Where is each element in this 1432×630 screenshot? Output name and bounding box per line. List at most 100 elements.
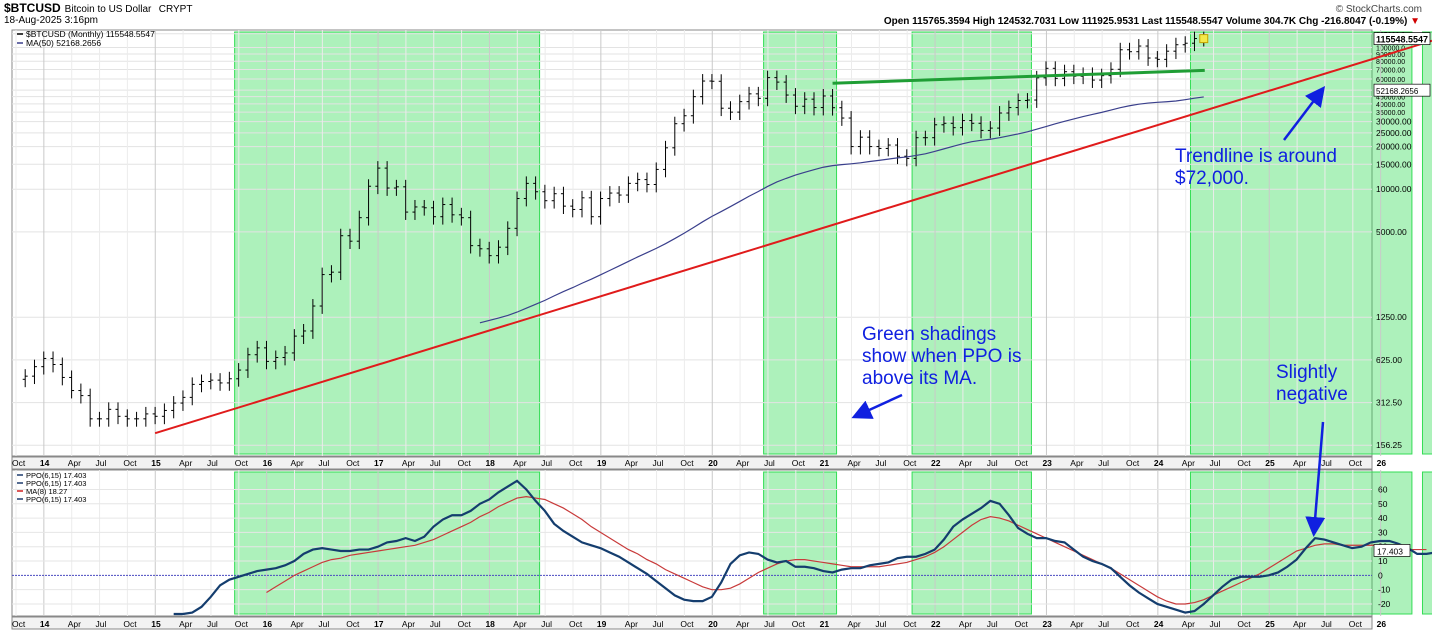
- annotation-text: above its MA.: [862, 368, 977, 389]
- x-tick-label: Jul: [1098, 619, 1109, 629]
- x-tick-label: 21: [820, 458, 830, 468]
- annotation-text: show when PPO is: [862, 346, 1021, 367]
- x-tick-label: Jul: [764, 458, 775, 468]
- x-tick-label: Oct: [680, 458, 694, 468]
- x-tick-label: Apr: [402, 619, 415, 629]
- x-tick-label: 25: [1265, 458, 1275, 468]
- price-y-tick-label: 100000.0: [1376, 46, 1405, 53]
- x-tick-label: 18: [485, 458, 495, 468]
- x-tick-label: Oct: [792, 458, 806, 468]
- shade-region-price: [234, 31, 541, 455]
- annotation-text: Green shadings: [862, 324, 996, 345]
- exchange-label: CRYPT: [158, 4, 193, 15]
- ppo-legend-entry: PPO(6,15) 17.403: [26, 495, 86, 504]
- annotation-text: Trendline is around: [1175, 146, 1337, 167]
- x-tick-label: Jul: [987, 619, 998, 629]
- x-tick-label: 26: [1377, 619, 1387, 629]
- x-tick-label: Jul: [96, 458, 107, 468]
- x-tick-label: 16: [263, 458, 273, 468]
- price-y-tick-label: 80000.00: [1376, 59, 1405, 66]
- chart-date: 18-Aug-2025 3:16pm: [4, 15, 98, 26]
- x-tick-label: 24: [1154, 619, 1164, 629]
- ppo-y-tick-label: 10: [1378, 556, 1388, 566]
- x-tick-label: 20: [708, 619, 718, 629]
- x-tick-label: Oct: [235, 458, 249, 468]
- x-tick-label: 21: [820, 619, 830, 629]
- x-tick-label: Apr: [1293, 619, 1306, 629]
- shade-region-price: [1421, 31, 1432, 455]
- x-tick-label: Apr: [179, 458, 192, 468]
- x-tick-label: Jul: [430, 619, 441, 629]
- ppo-legend-entry: PPO(6,15) 17.403: [26, 479, 86, 488]
- x-tick-label: Apr: [513, 619, 526, 629]
- x-tick-label: Jul: [1321, 458, 1332, 468]
- x-tick-label: Jul: [541, 619, 552, 629]
- x-tick-label: Jul: [430, 458, 441, 468]
- last-price-tag: 115548.5547: [1376, 35, 1428, 45]
- x-tick-label: Apr: [291, 458, 304, 468]
- x-tick-label: Oct: [346, 619, 360, 629]
- x-tick-label: Oct: [346, 458, 360, 468]
- x-tick-label: Apr: [736, 458, 749, 468]
- x-tick-label: Oct: [1126, 619, 1140, 629]
- x-tick-label: 14: [40, 458, 50, 468]
- red-trendline: [154, 39, 1432, 435]
- x-tick-label: Oct: [123, 619, 137, 629]
- price-y-tick-label: 60000.00: [1376, 77, 1405, 84]
- x-tick-label: Oct: [123, 458, 137, 468]
- x-tick-label: 19: [597, 458, 607, 468]
- x-tick-label: Jul: [318, 619, 329, 629]
- symbol-title: $BTCUSD Bitcoin to US Dollar CRYPT: [4, 1, 193, 15]
- x-tick-label: Apr: [402, 458, 415, 468]
- x-tick-label: Oct: [458, 619, 472, 629]
- price-y-tick-label: 45000.00: [1376, 95, 1405, 102]
- x-tick-label: Oct: [12, 619, 26, 629]
- x-tick-label: 14: [40, 619, 50, 629]
- x-tick-label: Apr: [848, 458, 861, 468]
- price-y-tick-label: 40000.00: [1376, 102, 1405, 109]
- symbol-name: Bitcoin to US Dollar: [64, 4, 152, 15]
- x-tick-label: Oct: [903, 458, 917, 468]
- x-tick-label: Apr: [1070, 458, 1083, 468]
- x-tick-label: Jul: [541, 458, 552, 468]
- x-tick-label: 16: [263, 619, 273, 629]
- x-tick-label: 24: [1154, 458, 1164, 468]
- x-tick-label: Jul: [875, 458, 886, 468]
- x-tick-label: Jul: [207, 458, 218, 468]
- ppo-line: [173, 479, 1432, 616]
- ppo-ma8-line: [266, 496, 1427, 605]
- price-y-tick-label: 1250.00: [1376, 312, 1407, 322]
- brand-label: © StockCharts.com: [1335, 4, 1422, 15]
- x-tick-label: Jul: [653, 458, 664, 468]
- x-tick-label: Oct: [569, 619, 583, 629]
- chart-header: $BTCUSD Bitcoin to US Dollar CRYPT 18-Aug…: [0, 0, 1432, 30]
- x-tick-label: Oct: [792, 619, 806, 629]
- x-tick-label: 19: [597, 619, 607, 629]
- x-tick-label: Oct: [458, 458, 472, 468]
- price-y-tick-label: 20000.00: [1376, 142, 1412, 152]
- x-tick-label: 23: [1042, 458, 1052, 468]
- value-tag-box: [1373, 32, 1431, 45]
- ma50-line: [479, 96, 1204, 324]
- x-tick-label: Jul: [318, 458, 329, 468]
- x-tick-label: Apr: [736, 619, 749, 629]
- x-tick-label: Oct: [1349, 458, 1363, 468]
- ppo-y-tick-label: -20: [1378, 599, 1391, 609]
- x-tick-label: Oct: [1237, 619, 1251, 629]
- x-tick-label: 26: [1377, 458, 1387, 468]
- shade-region-price: [1189, 31, 1413, 455]
- shade-region-ppo: [911, 471, 1032, 615]
- x-tick-label: Oct: [1237, 458, 1251, 468]
- x-tick-label: Jul: [1210, 619, 1221, 629]
- negative-arrow: [1305, 421, 1326, 537]
- x-tick-label: 18: [485, 619, 495, 629]
- x-tick-label: Oct: [1015, 619, 1029, 629]
- value-tag-box: [1373, 83, 1431, 97]
- ppo-y-tick-label: 30: [1378, 527, 1388, 537]
- price-y-tick-label: 35000.00: [1376, 110, 1405, 117]
- legend-entry: MA(50) 52168.2656: [26, 38, 101, 48]
- ppo-legend-entry: MA(8) 18.27: [26, 487, 67, 496]
- annotation-text: $72,000.: [1175, 168, 1249, 189]
- price-panel: [11, 29, 1373, 457]
- ppo-value-tag-box: [1373, 544, 1411, 557]
